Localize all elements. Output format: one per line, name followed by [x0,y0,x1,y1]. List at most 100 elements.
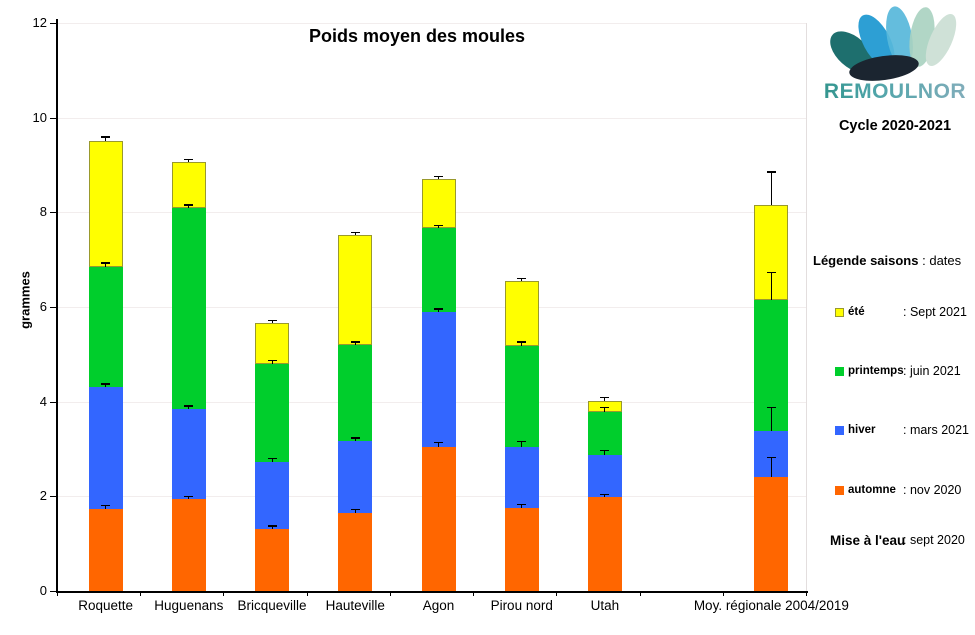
x-axis-label: Moy. régionale 2004/2019 [693,598,849,613]
x-axis-line [56,591,808,593]
y-axis-tick [50,307,56,308]
error-bar [105,505,107,510]
bar-segment-été [171,162,206,208]
bar-segment-automne [88,509,123,591]
error-bar [604,397,606,401]
error-bar-cap [766,456,776,459]
legend-header: Légende saisons : dates [813,253,961,268]
error-bar [770,272,772,300]
error-bar [604,407,606,412]
bar-segment-été [504,280,539,346]
legend-footer-label: Mise à l'eau [830,533,906,548]
error-bar [438,176,439,179]
error-bar [354,509,356,513]
legend-item-automne: automne : nov 2020 [812,483,975,499]
bar-segment-printemps [587,411,622,455]
y-axis-tick-label: 8 [39,204,47,220]
error-bar-cap [434,224,443,227]
error-bar-cap [766,271,776,274]
legend-label: automne [848,484,896,496]
error-bar [271,526,273,529]
legend: Légende saisons : dates été: Sept 2021 pr… [812,250,975,560]
error-bar [271,458,273,462]
error-bar [354,232,356,236]
y-axis-tick [50,591,56,592]
y-axis-tick [50,117,56,119]
legend-label: hiver [848,424,876,436]
error-bar-cap [600,493,610,496]
legend-date: : nov 2020 [903,483,962,497]
error-bar-cap [267,525,277,527]
bar-segment-été [255,323,290,364]
legend-label: printemps [848,365,904,377]
x-axis-label: Pirou nord [490,598,553,613]
bar-segment-hiver [421,311,456,447]
error-bar-cap [434,308,443,310]
error-bar [604,450,606,455]
error-bar [105,384,107,388]
error-bar [521,342,523,346]
y-axis-tick [50,212,56,214]
bar-segment-hiver [88,387,123,510]
x-axis-label: Agon [422,598,455,613]
x-axis-label: Utah [590,598,620,613]
bar-segment-automne [754,477,789,591]
legend-header-sep: : [922,253,930,268]
x-axis-tick [223,591,225,596]
legend-date: : sept 2020 [903,533,965,547]
y-axis-tick-label: 4 [39,393,47,409]
y-axis-line [56,19,58,592]
legend-swatch-ete-icon [835,308,844,317]
x-axis-tick [57,591,58,596]
x-axis-label: Hauteville [325,598,385,613]
error-bar-cap [766,406,776,409]
error-bar [188,406,190,409]
error-bar-cap [184,405,194,407]
error-bar [438,225,439,228]
x-axis-tick [639,591,641,596]
error-bar-cap [267,359,277,362]
x-axis-tick [473,591,475,596]
error-bar-cap [600,396,610,399]
error-bar-cap [184,158,194,161]
bar-segment-hiver [171,408,206,500]
y-axis-tick [50,496,56,498]
error-bar-cap [101,383,111,385]
bar-segment-automne [587,497,622,591]
error-bar [438,442,439,447]
bar-segment-hiver [338,440,373,513]
error-bar [521,278,523,281]
x-axis-label: Roquette [78,598,133,613]
x-axis-tick [556,591,558,596]
error-bar [521,504,523,508]
bar-segment-automne [421,446,456,591]
error-bar-cap [184,204,194,206]
bar-segment-automne [504,507,539,591]
error-bar-cap [101,262,111,264]
error-bar-cap [517,503,527,506]
bar-segment-printemps [171,207,206,409]
error-bar [271,360,273,364]
legend-item-printemps: printemps: juin 2021 [812,364,975,380]
bar-segment-été [421,178,456,228]
error-bar [770,457,772,478]
error-bar-cap [517,440,527,443]
error-bar-cap [350,341,360,343]
x-axis-tick [306,591,308,596]
legend-date: : juin 2021 [903,364,961,378]
error-bar [770,407,772,431]
error-bar-cap [600,406,610,409]
error-bar [354,342,356,345]
remoulnor-logo: REMOULNOR [815,4,975,116]
error-bar-cap [350,508,360,511]
legend-date: : mars 2021 [903,423,970,437]
legend-header-value: dates [929,253,962,268]
bar-segment-hiver [255,461,290,529]
error-bar [271,320,273,324]
bar-segment-été [88,141,123,267]
error-bar [354,438,356,441]
error-bar [105,137,107,142]
legend-header-label: Légende saisons [813,253,919,268]
